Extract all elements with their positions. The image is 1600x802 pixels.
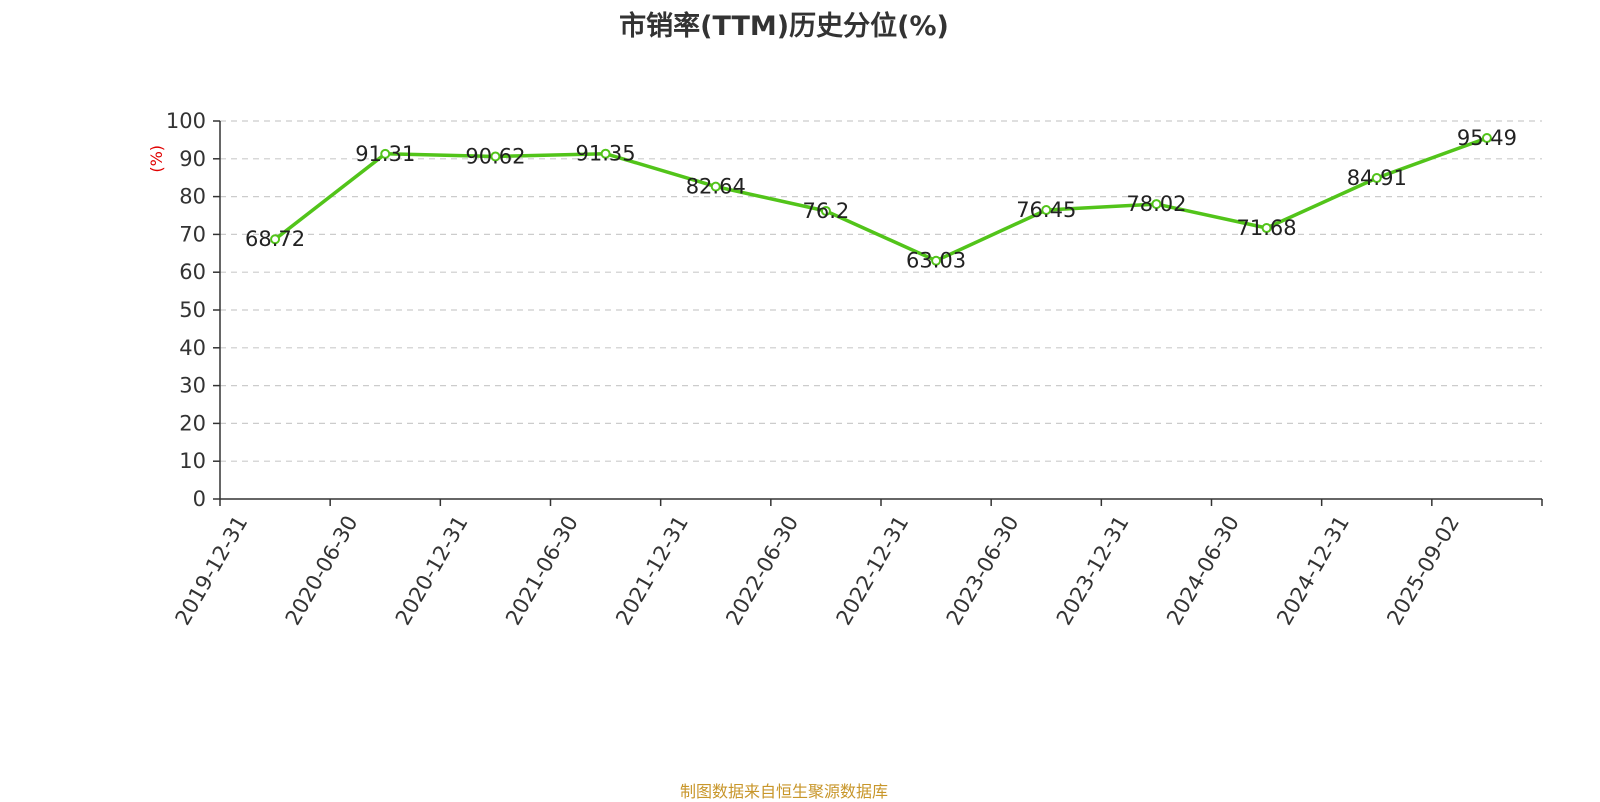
series-line <box>274 136 1488 263</box>
x-tick-label: 2025-09-02 <box>1382 512 1464 630</box>
data-label: 91.31 <box>355 142 415 166</box>
data-point[interactable] <box>270 234 281 245</box>
data-point[interactable] <box>600 148 611 159</box>
data-point[interactable] <box>710 181 721 192</box>
data-label: 78.02 <box>1126 192 1186 216</box>
data-label: 90.62 <box>465 144 525 168</box>
x-tick-label: 2024-12-31 <box>1272 512 1354 630</box>
data-label: 82.64 <box>686 175 746 199</box>
y-tick-label: 80 <box>179 185 206 209</box>
y-tick-label: 40 <box>179 336 206 360</box>
y-tick-label: 60 <box>179 260 206 284</box>
y-tick-label: 20 <box>179 411 206 435</box>
data-point[interactable] <box>1481 133 1492 144</box>
grid-lines <box>220 120 1542 462</box>
data-label: 95.49 <box>1457 126 1517 150</box>
data-label: 71.68 <box>1237 216 1297 240</box>
x-tick-label: 2023-12-31 <box>1052 512 1134 630</box>
y-tick-label: 50 <box>179 298 206 322</box>
data-label: 91.35 <box>576 142 636 166</box>
data-point[interactable] <box>380 148 391 159</box>
data-label: 76.2 <box>803 199 850 223</box>
x-tick-label: 2021-12-31 <box>611 512 693 630</box>
data-point[interactable] <box>1151 199 1162 210</box>
data-label: 68.72 <box>245 227 305 251</box>
data-point[interactable] <box>1041 205 1052 216</box>
data-labels: 68.72 91.31 90.62 91.35 82.64 76.2 63.03 76.45 7… <box>245 126 1517 273</box>
series-line-group <box>270 133 1492 266</box>
data-label: 63.03 <box>906 249 966 273</box>
x-tick-label: 2023-06-30 <box>942 512 1024 630</box>
x-tick-label: 2020-06-30 <box>281 512 363 630</box>
data-label: 84.91 <box>1347 166 1407 190</box>
y-tick-label: 70 <box>179 222 206 246</box>
x-tick-label: 2024-06-30 <box>1162 512 1244 630</box>
data-label: 76.45 <box>1016 198 1076 222</box>
data-point[interactable] <box>1261 223 1272 234</box>
source-note: 制图数据来自恒生聚源数据库 <box>679 782 888 801</box>
y-tick-label: 10 <box>179 449 206 473</box>
y-tick-label: 0 <box>193 487 206 511</box>
x-tick-label: 2019-12-31 <box>171 512 253 630</box>
y-tick-label: 30 <box>179 374 206 398</box>
y-tick-label: 100 <box>166 109 206 133</box>
axes: 0 10 20 30 40 50 60 70 80 90 100 2019-12-31 2020-06-… <box>166 109 1543 630</box>
chart-title: 市销率(TTM)历史分位(%) <box>619 11 949 42</box>
data-point[interactable] <box>931 255 942 266</box>
data-point[interactable] <box>1371 173 1382 184</box>
x-tick-label: 2022-06-30 <box>721 512 803 630</box>
data-point[interactable] <box>820 205 831 216</box>
y-axis-label: (%) <box>147 145 166 173</box>
y-tick-label: 90 <box>179 147 206 171</box>
x-tick-label: 2022-12-31 <box>832 512 914 630</box>
x-tick-label: 2021-06-30 <box>501 512 583 630</box>
data-point[interactable] <box>490 151 501 162</box>
x-tick-label: 2020-12-31 <box>391 512 473 630</box>
